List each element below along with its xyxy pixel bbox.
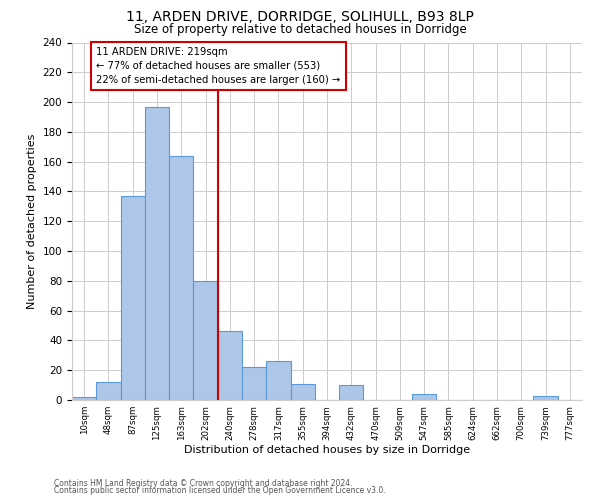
Bar (339, 385, 364, 400)
Bar (218, 332, 242, 400)
Bar (121, 196, 145, 400)
Text: Contains HM Land Registry data © Crown copyright and database right 2024.: Contains HM Land Registry data © Crown c… (54, 478, 353, 488)
Bar (533, 396, 558, 400)
Text: Contains public sector information licensed under the Open Government Licence v3: Contains public sector information licen… (54, 486, 386, 495)
Bar (96, 382, 121, 400)
Bar (193, 281, 218, 400)
Text: Size of property relative to detached houses in Dorridge: Size of property relative to detached ho… (134, 22, 466, 36)
Bar (412, 394, 436, 400)
Bar (72, 397, 96, 400)
X-axis label: Distribution of detached houses by size in Dorridge: Distribution of detached houses by size … (184, 446, 470, 456)
Bar (169, 156, 193, 400)
Bar (266, 362, 290, 400)
Text: 11, ARDEN DRIVE, DORRIDGE, SOLIHULL, B93 8LP: 11, ARDEN DRIVE, DORRIDGE, SOLIHULL, B93… (126, 10, 474, 24)
Text: 11 ARDEN DRIVE: 219sqm
← 77% of detached houses are smaller (553)
22% of semi-de: 11 ARDEN DRIVE: 219sqm ← 77% of detached… (96, 47, 341, 85)
Bar (145, 106, 169, 400)
Bar (290, 384, 315, 400)
Bar (242, 367, 266, 400)
Y-axis label: Number of detached properties: Number of detached properties (27, 134, 37, 309)
